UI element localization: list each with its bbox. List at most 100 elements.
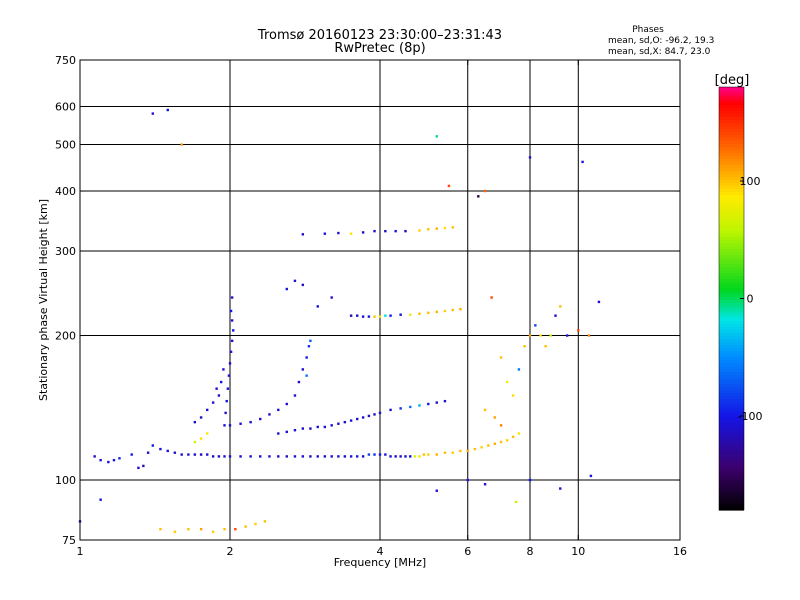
data-point [225,399,228,403]
data-point [505,439,509,442]
data-point [112,458,116,462]
data-point [316,305,319,308]
colorbar-segment [719,429,744,433]
colorbar-segment [719,381,744,385]
colorbar-segment [719,369,744,373]
colorbar-segment [719,384,744,388]
data-point [466,449,469,453]
colorbar-segment [719,177,744,181]
colorbar-segment [719,390,744,394]
data-point [418,404,421,407]
colorbar-segment [719,156,744,160]
colorbar-segment [719,246,744,250]
colorbar-segment [719,138,744,142]
colorbar-segment [719,336,744,340]
colorbar-segment [719,240,744,244]
colorbar-segment [719,312,744,316]
data-point [293,429,297,432]
data-point [443,226,447,230]
data-point [222,368,225,371]
colorbar-segment [719,102,744,106]
colorbar-segment [719,162,744,166]
y-tick-label: 750 [55,54,76,67]
data-point [435,489,438,492]
y-tick-label: 200 [55,330,76,343]
data-point [226,387,230,390]
colorbar-segment [719,378,744,382]
data-point [193,420,197,424]
data-point [373,453,376,456]
colorbar-segment [719,180,744,184]
colorbar-segment [719,174,744,178]
chart-title-line2: RwPretec (8p) [334,41,425,56]
colorbar-segment [719,291,744,295]
y-tick-label: 600 [55,101,76,114]
data-point [435,135,438,138]
colorbar-segment [719,339,744,343]
colorbar-segment [719,504,744,508]
data-point [483,483,487,486]
data-point [559,305,562,308]
data-point [93,455,96,458]
colorbar-segment [719,342,744,346]
data-point [349,455,353,458]
colorbar-segment [719,462,744,466]
colorbar-segment [719,99,744,103]
colorbar-segment [719,447,744,451]
colorbar-tick-label: 100 [740,175,761,188]
colorbar-segment [719,351,744,355]
data-point [305,356,308,359]
data-point [528,478,532,482]
data-point [384,314,387,317]
colorbar-segment [719,318,744,322]
x-tick-label: 2 [227,545,234,558]
data-point [528,334,532,337]
data-point [394,229,397,233]
data-point [301,368,305,371]
data-point [301,427,305,430]
data-point [587,334,591,337]
data-point [384,229,387,233]
colorbar-segment [719,90,744,94]
data-point [307,345,311,348]
data-point [166,449,169,453]
data-point [323,232,327,235]
colorbar-segment [719,453,744,457]
colorbar-segment [719,117,744,121]
data-point [528,156,532,159]
data-point [323,425,327,429]
colorbar-segment [719,405,744,409]
data-point [323,455,327,458]
data-point [589,474,593,478]
x-tick-label: 6 [464,545,471,558]
data-point [409,313,412,316]
colorbar-segment [719,261,744,265]
data-point [205,453,209,456]
data-point [130,453,133,456]
colorbar-segment [719,93,744,97]
data-point [534,324,537,327]
data-point [228,455,232,458]
colorbar-segment [719,237,744,241]
data-point [493,416,497,419]
data-point [422,453,426,456]
data-point [187,527,190,531]
colorbar-segment [719,456,744,460]
data-point [427,311,430,315]
data-point [173,530,177,534]
data-point [378,315,382,318]
colorbar-segment [719,288,744,292]
colorbar-segment [719,396,744,400]
data-point [151,444,155,447]
data-point [309,427,312,430]
data-point [297,380,301,384]
data-point [483,408,487,412]
data-point [193,453,197,456]
colorbar-segment [719,492,744,496]
colorbar-segment [719,264,744,268]
colorbar-segment [719,507,744,511]
colorbar-segment [719,471,744,475]
data-point [151,112,155,115]
x-axis-label: Frequency [MHz] [334,556,426,569]
colorbar-segment [719,285,744,289]
